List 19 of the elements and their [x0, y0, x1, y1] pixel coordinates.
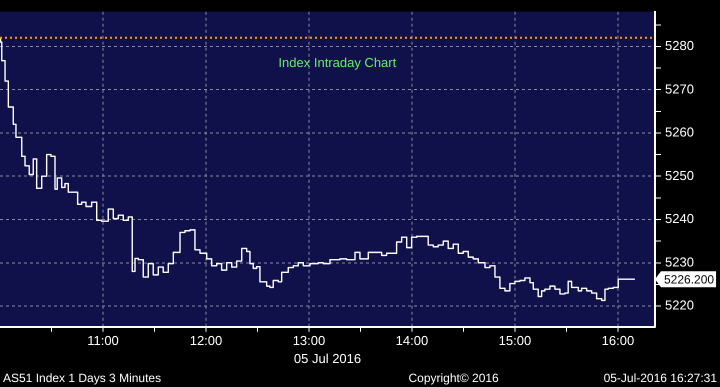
x-tick-label: 14:00 [396, 333, 428, 348]
annotation: 5226.200 [664, 272, 714, 287]
text: AS51 Index 1 Days 3 Minutes [3, 371, 162, 385]
x-tick-label: 15:00 [498, 333, 532, 348]
y-tick-label: 5260 [665, 124, 694, 140]
text: Index Intraday Chart [278, 55, 397, 70]
x-axis-title: 05 Jul 2016 [294, 350, 362, 366]
text: 05-Jul-2016 16:27:31 [604, 371, 718, 385]
x-tick-label: 12:00 [190, 333, 222, 348]
y-tick-label: 5270 [665, 81, 694, 96]
y-tick-label: 5230 [665, 254, 694, 270]
y-tick-label: 5240 [665, 211, 694, 226]
x-tick-label: 11:00 [87, 333, 119, 348]
y-tick-label: 5220 [665, 298, 694, 313]
x-tick-label: 16:00 [602, 333, 634, 348]
y-tick-label: 5250 [665, 168, 694, 183]
x-tick-label: 13:00 [292, 333, 326, 348]
y-tick-label: 5280 [665, 38, 694, 53]
text: Copyright© 2016 [408, 371, 500, 385]
